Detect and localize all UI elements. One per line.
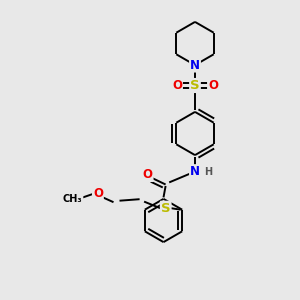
Text: S: S — [190, 79, 200, 92]
Text: O: O — [93, 187, 103, 200]
Text: O: O — [208, 79, 218, 92]
Text: N: N — [190, 58, 200, 72]
Text: S: S — [161, 202, 170, 215]
Text: H: H — [204, 167, 212, 177]
Text: N: N — [190, 165, 200, 178]
Text: O: O — [142, 168, 153, 181]
Text: O: O — [172, 79, 182, 92]
Text: CH₃: CH₃ — [63, 194, 83, 204]
